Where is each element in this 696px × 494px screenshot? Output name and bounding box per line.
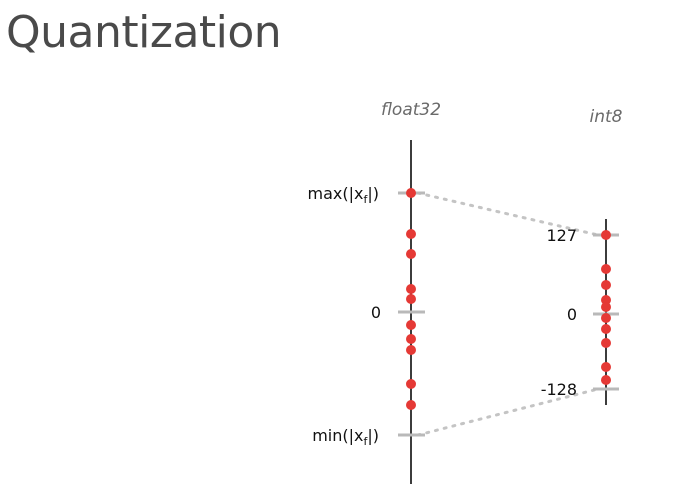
float32-zero-label: 0 — [371, 303, 381, 322]
int8-zero-label: 0 — [567, 305, 577, 324]
max-connector-line — [416, 191, 600, 237]
int8-min-label: -128 — [541, 380, 577, 399]
float32-value-dot — [406, 334, 416, 344]
int8-value-dot — [601, 313, 611, 323]
float32-value-dot — [406, 400, 416, 410]
float32-value-dot — [406, 379, 416, 389]
int8-value-dot — [601, 302, 611, 312]
int8-axis-title: int8 — [590, 107, 623, 127]
int8-value-dot — [601, 264, 611, 274]
page-title: Quantization — [6, 7, 282, 58]
float32-value-dot — [406, 294, 416, 304]
int8-max-label: 127 — [546, 226, 577, 245]
float32-value-dot — [406, 284, 416, 294]
float32-axis-title: float32 — [381, 100, 441, 120]
int8-value-dot — [601, 324, 611, 334]
int8-value-dot — [601, 295, 611, 305]
int8-value-dot — [601, 362, 611, 372]
float32-value-dot — [406, 229, 416, 239]
float32-value-dot — [406, 320, 416, 330]
float32-value-dot — [406, 188, 416, 198]
int8-value-dot — [601, 280, 611, 290]
int8-value-dot — [601, 338, 611, 348]
int8-value-dot — [601, 375, 611, 385]
float32-value-dot — [406, 249, 416, 259]
min-connector-line — [416, 387, 600, 437]
float32-min-label: min(|xf|) — [312, 426, 379, 448]
float32-max-label: max(|xf|) — [308, 184, 379, 206]
float32-value-dot — [406, 345, 416, 355]
int8-value-dot — [601, 230, 611, 240]
